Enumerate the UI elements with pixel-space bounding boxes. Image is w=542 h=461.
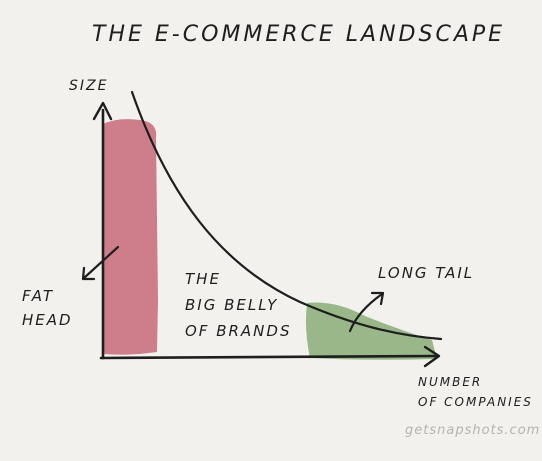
y-axis-arrowhead (92, 101, 113, 121)
fat-head-label-line-1: FAT (22, 287, 55, 305)
big-belly-label-line-2: BIG BELLY (185, 296, 279, 314)
fat-head-label-line-2: HEAD (22, 311, 73, 329)
big-belly-label-line-1: THE (185, 270, 221, 288)
long-tail-label: LONG TAIL (378, 264, 475, 282)
x-axis-label: NUMBER OF COMPANIES (418, 372, 533, 412)
big-belly-label: THE BIG BELLY OF BRANDS (185, 266, 291, 344)
long-tail-arrow (348, 292, 384, 333)
fat-head-arrowhead (81, 266, 96, 281)
big-belly-label-line-3: OF BRANDS (185, 322, 292, 340)
x-axis-label-line-1: NUMBER (418, 375, 483, 389)
fat-head-arrow (82, 245, 120, 280)
y-axis-label: SIZE (69, 78, 109, 94)
long-tail-arrowhead (370, 291, 385, 306)
long-tail-region (306, 302, 437, 360)
x-axis (99, 354, 439, 360)
credit-watermark: getsnapshots.com (405, 423, 541, 438)
fat-head-label: FAT HEAD (22, 284, 73, 332)
fat-head-region (103, 119, 158, 355)
diagram-title: THE E-COMMERCE LANDSCAPE (92, 22, 506, 47)
x-axis-arrowhead (423, 345, 441, 368)
long-tail-curve (130, 90, 443, 341)
x-axis-label-line-2: OF COMPANIES (418, 395, 533, 409)
